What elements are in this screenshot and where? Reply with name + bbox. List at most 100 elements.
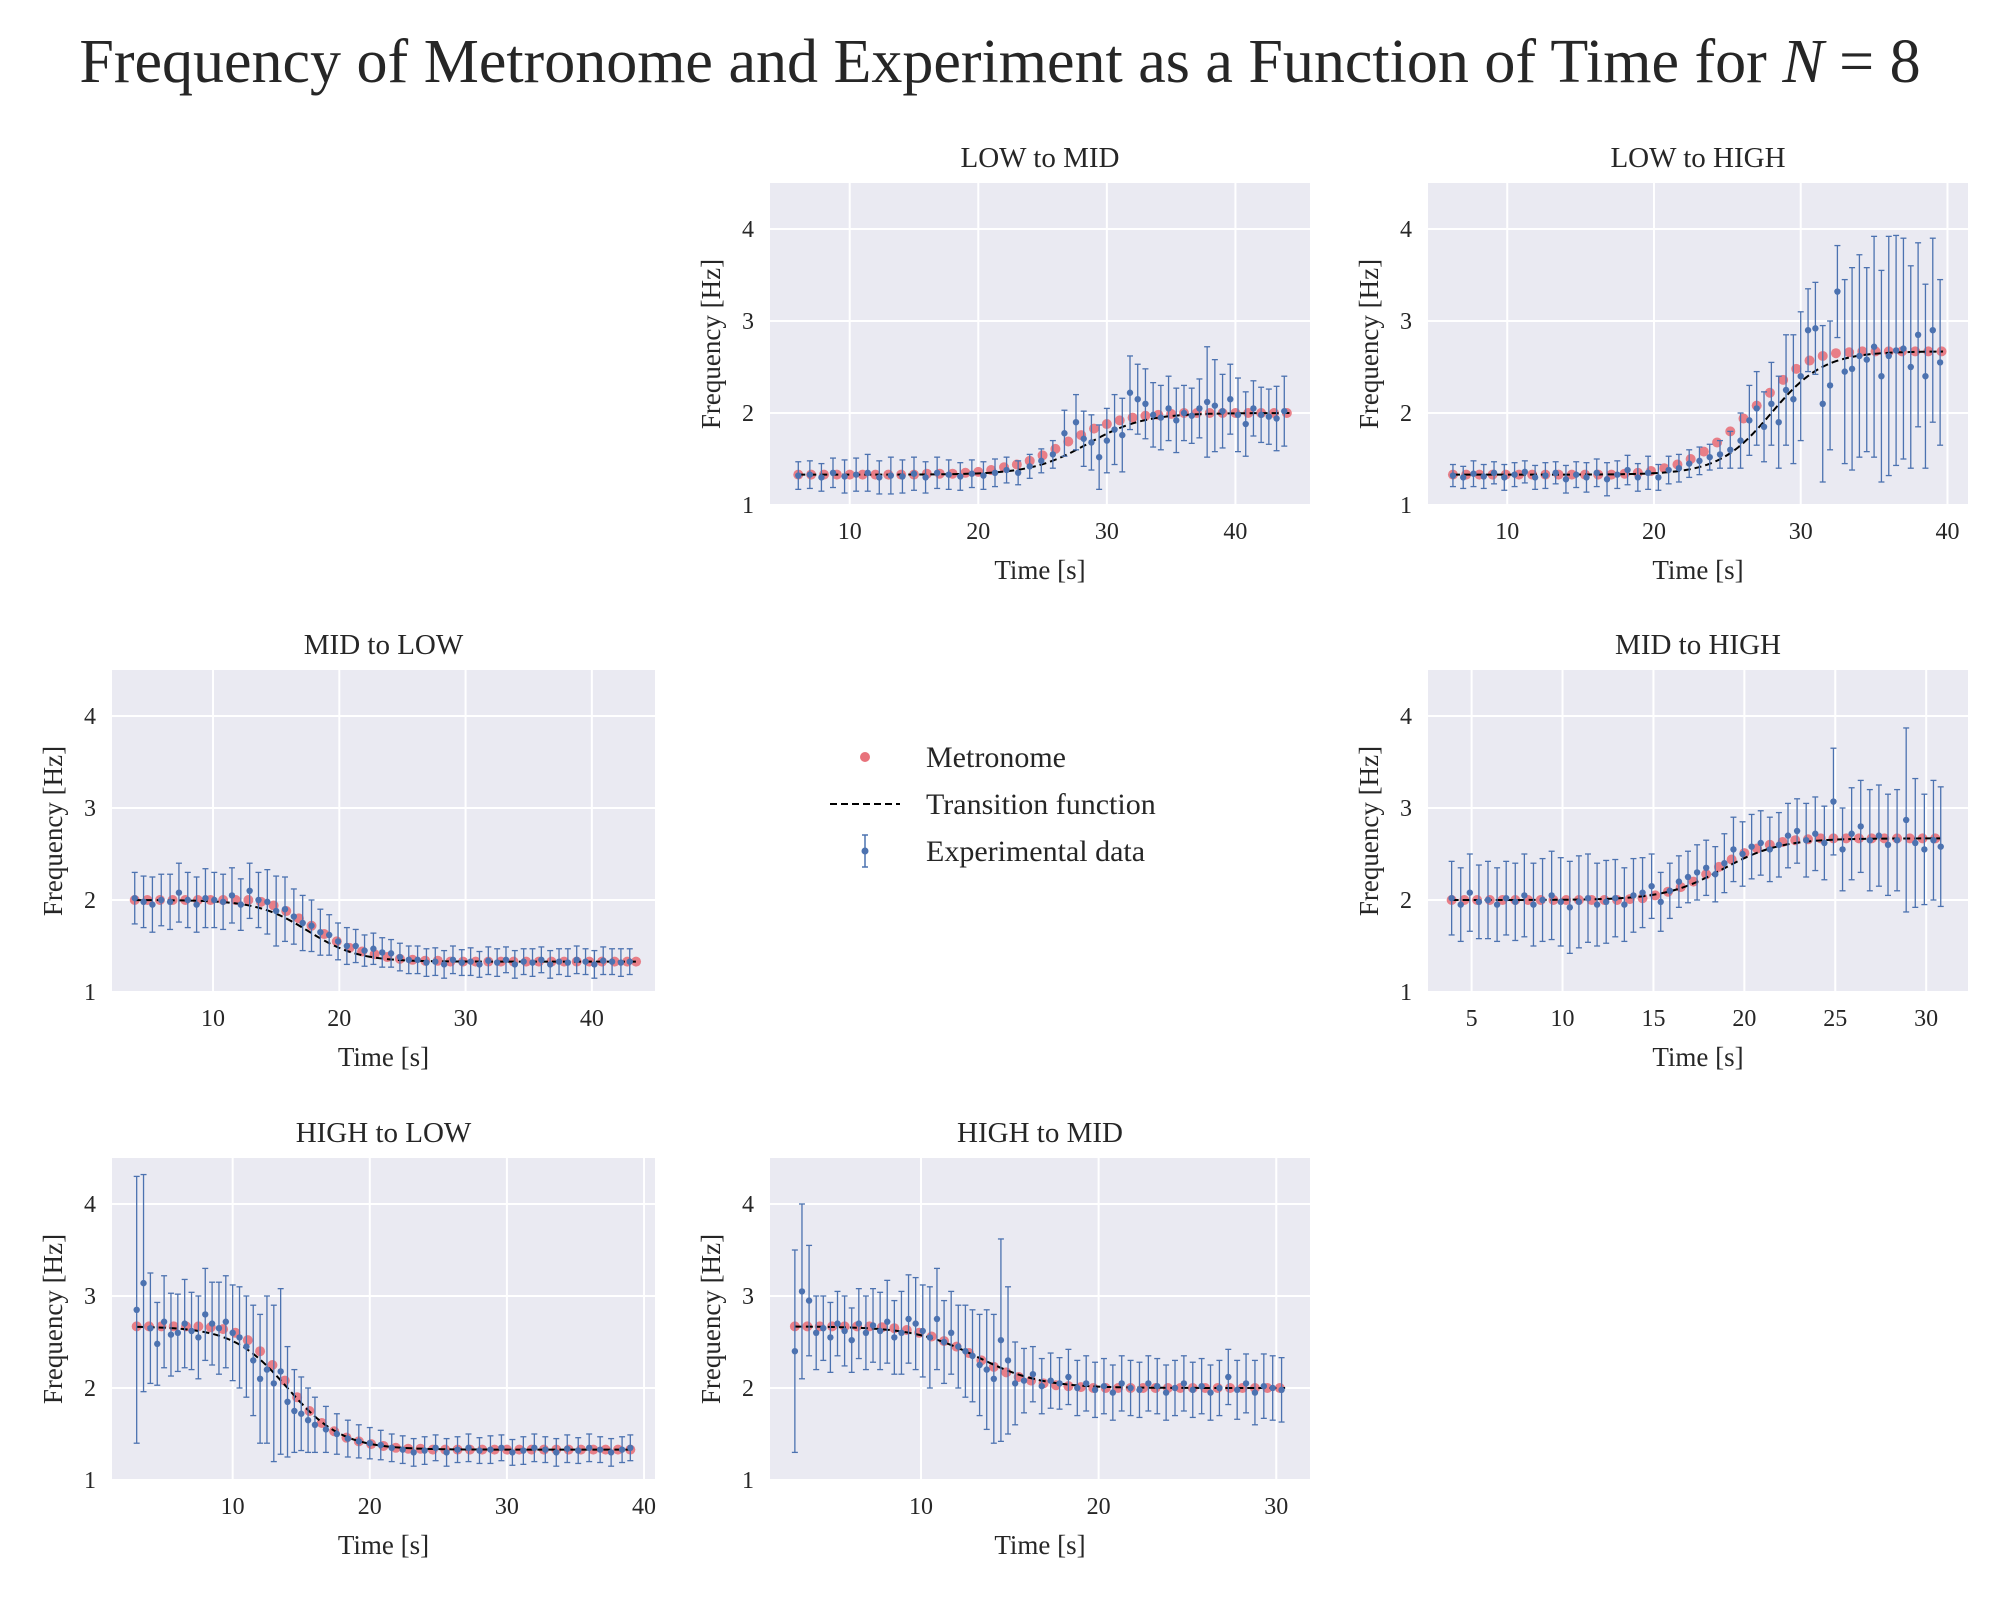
experimental-point bbox=[421, 1447, 428, 1454]
experimental-point bbox=[1511, 471, 1518, 478]
experimental-point bbox=[1730, 846, 1737, 853]
experimental-point bbox=[607, 1449, 615, 1456]
experimental-point bbox=[1531, 474, 1539, 481]
experimental-point bbox=[983, 1366, 990, 1373]
experimental-point bbox=[1562, 476, 1570, 483]
experimental-point bbox=[333, 1430, 341, 1438]
experimental-point bbox=[1655, 474, 1662, 481]
experimental-point bbox=[1207, 1389, 1214, 1396]
experimental-point bbox=[405, 956, 412, 963]
experimental-point bbox=[1766, 846, 1774, 853]
experimental-point bbox=[277, 1368, 284, 1375]
experimental-point bbox=[467, 958, 474, 965]
experimental-point bbox=[1716, 451, 1724, 458]
experimental-point bbox=[1539, 896, 1546, 904]
experimental-point bbox=[855, 1320, 863, 1327]
experimental-point bbox=[1834, 288, 1841, 295]
experimental-point bbox=[1857, 823, 1864, 830]
experimental-point bbox=[1812, 325, 1819, 332]
experimental-point bbox=[834, 1320, 841, 1327]
experimental-point bbox=[869, 1322, 877, 1329]
experimental-point bbox=[1548, 892, 1555, 899]
metronome-point bbox=[1127, 412, 1138, 423]
experimental-point bbox=[1038, 457, 1045, 465]
experimental-point bbox=[1737, 437, 1744, 444]
experimental-point bbox=[498, 1444, 505, 1452]
y-axis-label: Frequency [Hz] bbox=[696, 1234, 726, 1404]
experimental-point bbox=[219, 898, 227, 906]
experimental-point bbox=[529, 959, 536, 966]
experimental-point bbox=[997, 1336, 1005, 1344]
metronome-point bbox=[1688, 876, 1699, 887]
experimental-point bbox=[1457, 901, 1464, 908]
experimental-point bbox=[396, 953, 404, 961]
experimental-point bbox=[1712, 871, 1719, 878]
experimental-point bbox=[1634, 474, 1642, 481]
experimental-point bbox=[841, 1327, 848, 1335]
y-axis-label: Frequency [Hz] bbox=[1354, 746, 1384, 916]
plot-area bbox=[789, 1203, 1286, 1454]
experimental-point bbox=[334, 938, 342, 945]
experimental-point bbox=[1118, 1380, 1125, 1387]
experimental-point bbox=[1648, 883, 1655, 890]
subplot-5: 10 20 30 1 2 3 4 HIGH to MID Time [s] Frequency [… bbox=[696, 1117, 1310, 1560]
experimental-point bbox=[1702, 864, 1710, 871]
subplot-2: 10 20 30 40 1 2 3 4 MID to LOW Time [s] Frequency … bbox=[38, 629, 655, 1072]
x-tick-label: 30 bbox=[1264, 1494, 1288, 1520]
experimental-point bbox=[618, 1446, 626, 1453]
y-tick-label: 4 bbox=[84, 704, 96, 730]
experimental-point bbox=[1666, 887, 1674, 894]
subplot-title: MID to HIGH bbox=[1615, 629, 1781, 661]
x-tick-label: 40 bbox=[632, 1494, 656, 1520]
experimental-point bbox=[1189, 1386, 1196, 1394]
metronome-point bbox=[1037, 450, 1048, 461]
experimental-point bbox=[969, 1352, 976, 1360]
experimental-point bbox=[1875, 832, 1883, 839]
experimental-point bbox=[1126, 389, 1134, 396]
y-tick-label: 1 bbox=[1400, 980, 1412, 1006]
experimental-point bbox=[905, 1315, 912, 1323]
experimental-point bbox=[1014, 469, 1022, 476]
experimental-point bbox=[476, 1447, 483, 1454]
experimental-point bbox=[465, 1444, 472, 1452]
experimental-point bbox=[1757, 839, 1764, 847]
x-tick-label: 25 bbox=[1823, 1006, 1847, 1032]
plot-area bbox=[129, 862, 642, 979]
y-axis-label: Frequency [Hz] bbox=[38, 1234, 68, 1404]
experimental-point bbox=[1802, 837, 1810, 844]
experimental-point bbox=[299, 919, 306, 927]
experimental-point bbox=[387, 950, 395, 957]
subplot-3: 5 10 15 20 25 30 1 2 3 4 MID to HIGH Time [s] Freque… bbox=[1354, 629, 1968, 1072]
experimental-point bbox=[236, 1334, 243, 1341]
experimental-point bbox=[355, 1438, 363, 1445]
y-tick-label: 3 bbox=[84, 1284, 96, 1310]
experimental-point bbox=[1091, 1386, 1099, 1394]
experimental-point bbox=[290, 913, 298, 920]
experimental-point bbox=[980, 472, 987, 479]
legend-metronome-marker bbox=[860, 752, 870, 762]
figure-title: Frequency of Metronome and Experiment as… bbox=[0, 22, 2000, 102]
x-tick-label: 30 bbox=[495, 1494, 519, 1520]
experimental-point bbox=[326, 931, 333, 939]
experimental-point bbox=[1216, 1384, 1223, 1392]
experimental-point bbox=[1839, 846, 1846, 853]
experimental-point bbox=[1863, 356, 1870, 363]
experimental-point bbox=[1490, 469, 1498, 476]
x-tick-label: 20 bbox=[1087, 1494, 1111, 1520]
x-axis-label: Time [s] bbox=[1652, 555, 1743, 585]
experimental-point bbox=[957, 473, 964, 480]
legend-label: Transition function bbox=[926, 788, 1156, 821]
experimental-point bbox=[933, 1315, 941, 1323]
experimental-point bbox=[1521, 468, 1529, 476]
y-tick-label: 3 bbox=[742, 309, 754, 335]
experimental-point bbox=[912, 1320, 919, 1327]
experimental-point bbox=[827, 1334, 834, 1341]
x-tick-label: 30 bbox=[454, 1006, 478, 1032]
experimental-point bbox=[1061, 430, 1068, 437]
experimental-point bbox=[343, 942, 351, 950]
experimental-point bbox=[476, 961, 483, 968]
experimental-point bbox=[1885, 352, 1892, 360]
experimental-point bbox=[298, 1410, 305, 1417]
experimental-point bbox=[1203, 398, 1211, 406]
experimental-point bbox=[1696, 457, 1703, 465]
